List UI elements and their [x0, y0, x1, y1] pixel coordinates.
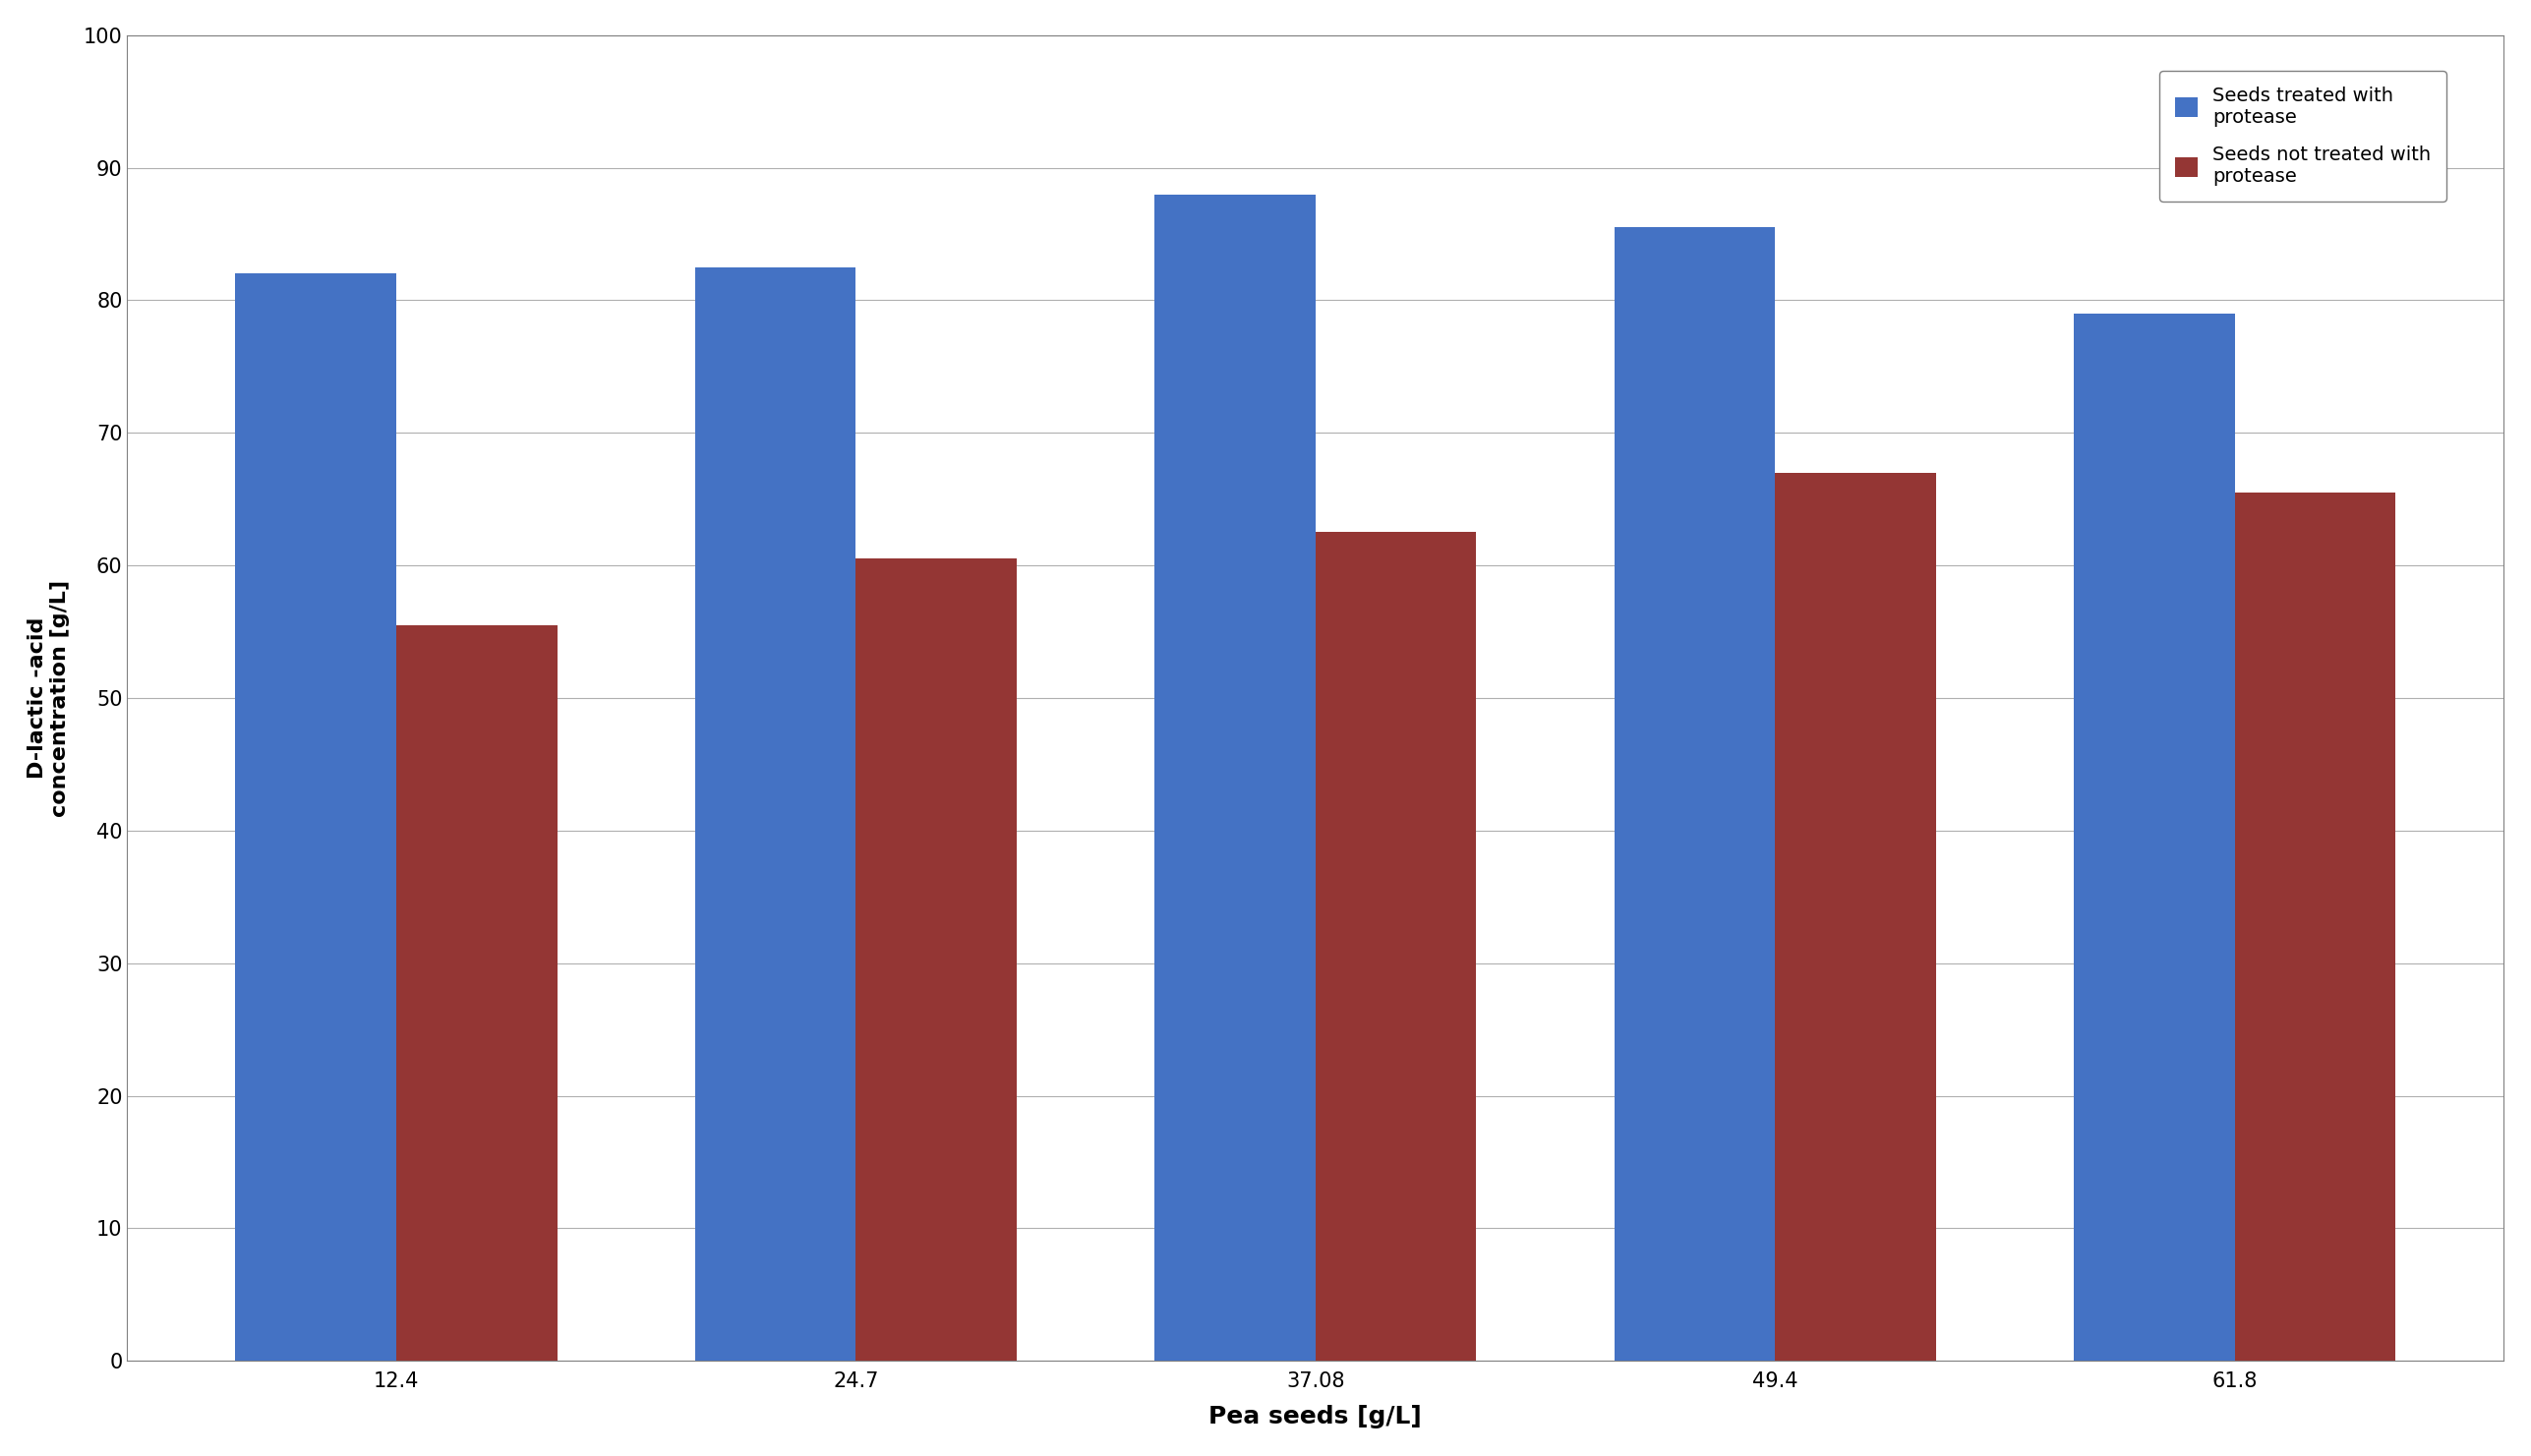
- Legend: Seeds treated with
protease, Seeds not treated with
protease: Seeds treated with protease, Seeds not t…: [2159, 71, 2447, 201]
- Bar: [1774, 473, 1936, 1361]
- Bar: [2235, 492, 2397, 1361]
- Bar: [855, 559, 1017, 1361]
- Bar: [696, 266, 855, 1361]
- Y-axis label: D-lactic -acid
concentration [g/L]: D-lactic -acid concentration [g/L]: [28, 579, 71, 817]
- X-axis label: Pea seeds [g/L]: Pea seeds [g/L]: [1210, 1405, 1422, 1428]
- Bar: [2073, 313, 2235, 1361]
- Bar: [1154, 194, 1316, 1361]
- Bar: [235, 274, 397, 1361]
- Bar: [397, 625, 557, 1361]
- Bar: [1615, 227, 1774, 1361]
- Bar: [1316, 533, 1476, 1361]
